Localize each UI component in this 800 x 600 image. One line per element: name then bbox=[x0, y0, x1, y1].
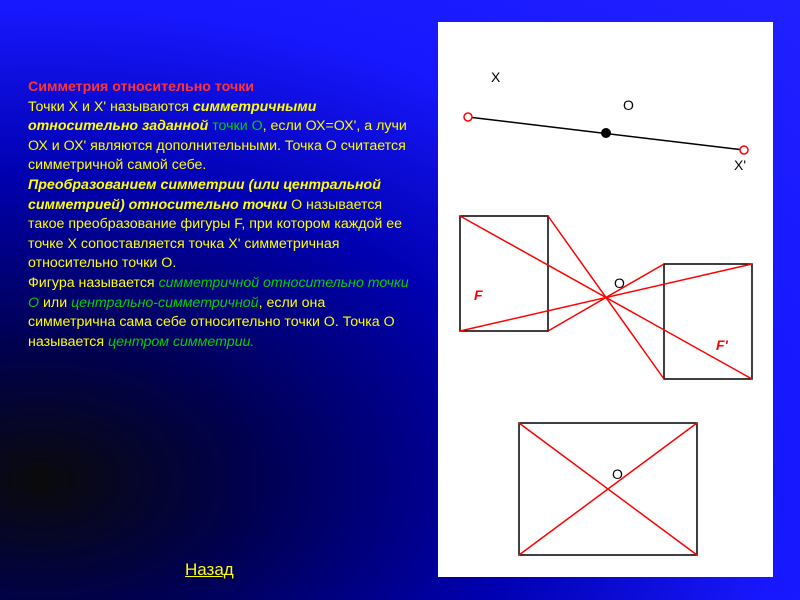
label-Xprime: X' bbox=[734, 157, 746, 173]
label-O: O bbox=[623, 97, 634, 113]
label-O3: O bbox=[612, 466, 623, 482]
para1-c: точки О bbox=[212, 118, 262, 134]
figure-self-symmetry: O bbox=[513, 417, 703, 562]
label-Fprime: F' bbox=[716, 337, 729, 353]
figures-column: X O X' F O F' O bbox=[438, 22, 773, 577]
back-link[interactable]: Назад bbox=[185, 560, 234, 580]
text-column: Симметрия относительно точки Точки Х и Х… bbox=[28, 78, 413, 352]
label-X: X bbox=[491, 69, 501, 85]
label-F: F bbox=[474, 287, 483, 303]
figure-rect-symmetry: F O F' bbox=[456, 210, 756, 385]
figure-point-symmetry: X O X' bbox=[456, 42, 756, 182]
para1-a: Точки Х и Х' называются bbox=[28, 99, 193, 115]
para3-d: центрально-симметричной bbox=[71, 295, 259, 311]
label-O2: O bbox=[614, 275, 625, 291]
slide: Симметрия относительно точки Точки Х и Х… bbox=[0, 0, 800, 600]
para3-a: Фигура называется bbox=[28, 275, 159, 291]
para3-f: центром симметрии. bbox=[108, 334, 254, 350]
slide-title: Симметрия относительно точки bbox=[28, 79, 254, 95]
para3-c: или bbox=[43, 295, 71, 311]
